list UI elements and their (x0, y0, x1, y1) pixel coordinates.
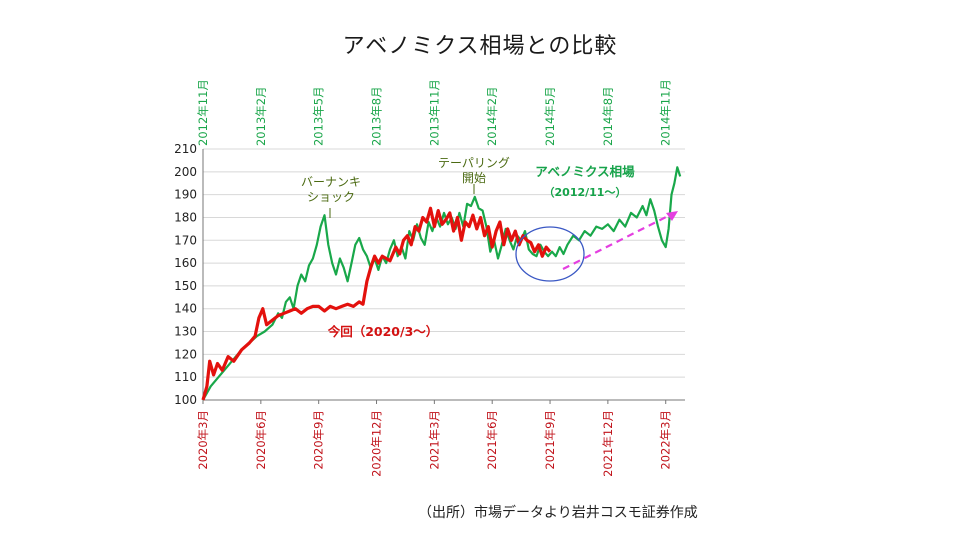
x-tick-label-bottom: 2020年6月 (254, 410, 268, 470)
x-tick-label-bottom: 2020年12月 (370, 410, 384, 477)
y-tick-label: 180 (174, 210, 197, 224)
x-tick-label-bottom: 2021年3月 (427, 410, 441, 470)
series-lines (201, 166, 682, 401)
gridlines (203, 148, 685, 401)
trend-arrow-line (562, 214, 671, 270)
highlight-ellipse (515, 226, 585, 282)
x-tick-label-bottom: 2022年3月 (659, 410, 673, 470)
chart-title: アベノミクス相場との比較 (342, 34, 618, 59)
x-tick-label-top: 2013年2月 (254, 86, 268, 146)
x-tick-label-bottom: 2021年9月 (543, 410, 557, 470)
source-note: （出所）市場データより岩井コスモ証券作成 (418, 505, 698, 521)
x-axis-top: 2012年11月 2013年2月 2013年5月 2013年8月 2013年11月 201… (196, 79, 673, 146)
x-tick-label-top: 2013年11月 (427, 79, 441, 146)
x-tick-label-top: 2014年2月 (485, 86, 499, 146)
x-tick-label-bottom: 2021年12月 (601, 410, 615, 477)
annotation-overlays (329, 184, 678, 282)
x-axis-bottom: 2020年3月 2020年6月 2020年9月 2020年12月 2021年3月 2021… (196, 400, 673, 477)
y-tick-label: 170 (174, 233, 197, 247)
annotation-abenomics-sub: （2012/11～） (544, 186, 627, 199)
series-abenomics-line (202, 166, 682, 401)
annotation-taper-line2: 開始 (462, 171, 486, 185)
x-tick-label-bottom: 2020年9月 (312, 410, 326, 470)
y-tick-label: 160 (174, 256, 197, 270)
y-tick-label: 100 (174, 393, 197, 407)
x-tick-label-top: 2013年5月 (312, 86, 326, 146)
x-tick-label-top: 2012年11月 (196, 79, 210, 146)
x-tick-label-top: 2014年11月 (659, 79, 673, 146)
annotation-current-label: 今回（2020/3～） (327, 324, 439, 339)
y-tick-label: 130 (174, 325, 197, 339)
annotation-taper-line1: テーパリング (438, 156, 510, 170)
y-tick-label: 120 (174, 347, 197, 361)
x-tick-label-top: 2013年8月 (370, 86, 384, 146)
annotation-bernanke-line2: ショック (307, 190, 355, 204)
x-tick-label-bottom: 2020年3月 (196, 410, 210, 470)
annotation-abenomics-label: アベノミクス相場 (535, 164, 635, 179)
y-tick-label: 190 (174, 188, 197, 202)
y-tick-label: 200 (174, 165, 197, 179)
trend-arrow-head (666, 211, 678, 221)
x-tick-label-bottom: 2021年6月 (485, 410, 499, 470)
y-tick-label: 140 (174, 302, 197, 316)
y-tick-label: 150 (174, 279, 197, 293)
y-tick-label: 110 (174, 370, 197, 384)
x-tick-label-top: 2014年5月 (543, 86, 557, 146)
y-tick-label: 210 (174, 142, 197, 156)
annotation-bernanke-line1: バーナンキ (301, 175, 361, 189)
y-axis: 100 110 120 130 140 150 160 170 180 190 200 210 (174, 142, 685, 407)
x-tick-label-top: 2014年8月 (601, 86, 615, 146)
series-current-line (201, 206, 552, 401)
